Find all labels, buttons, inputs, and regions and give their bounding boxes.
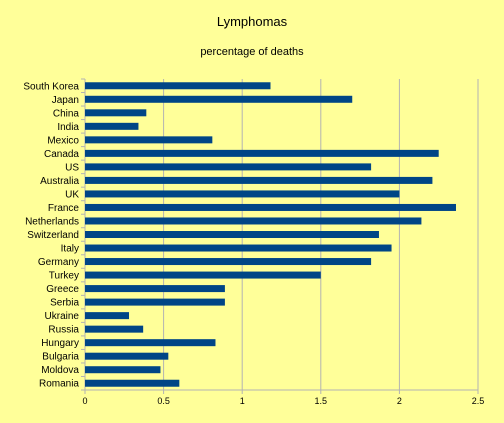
category-label: Moldova — [41, 365, 79, 376]
bar — [85, 366, 161, 374]
x-tick-label: 0.5 — [157, 396, 170, 406]
category-label: Netherlands — [25, 216, 79, 227]
category-label: China — [53, 108, 80, 119]
chart-subtitle: percentage of deaths — [200, 46, 304, 58]
bar — [85, 285, 225, 293]
category-label: Romania — [39, 379, 79, 390]
category-label: Hungary — [41, 338, 79, 349]
bar — [85, 258, 372, 266]
x-tick-label: 0 — [82, 396, 87, 406]
bar — [85, 298, 225, 306]
category-label: Japan — [52, 95, 79, 106]
category-label: France — [48, 203, 80, 214]
bar — [85, 244, 392, 252]
category-label: Turkey — [49, 271, 79, 282]
category-label: India — [57, 122, 79, 133]
bar — [85, 231, 379, 238]
bar — [85, 149, 439, 157]
bar — [85, 82, 271, 90]
category-label: Bulgaria — [42, 352, 79, 363]
bar — [85, 109, 147, 117]
category-label: Canada — [44, 149, 79, 160]
category-label: UK — [65, 189, 79, 200]
bar — [85, 190, 400, 198]
bar — [85, 312, 130, 320]
bar — [85, 122, 139, 130]
bar — [85, 95, 353, 103]
bar — [85, 217, 422, 225]
bar — [85, 339, 216, 347]
x-tick-label: 1 — [240, 396, 245, 406]
category-label: US — [65, 162, 79, 173]
category-label: Serbia — [50, 298, 79, 309]
bar — [85, 176, 433, 184]
category-label: Italy — [61, 244, 79, 255]
x-tick-label: 1.5 — [315, 396, 328, 406]
bar — [85, 163, 372, 171]
category-label: Mexico — [47, 135, 79, 146]
chart-title: Lymphomas — [216, 14, 288, 29]
bar — [85, 325, 144, 333]
bar — [85, 136, 213, 144]
bar — [85, 203, 456, 211]
x-tick-label: 2 — [397, 396, 402, 406]
category-label: Russia — [48, 325, 79, 336]
bar — [85, 352, 169, 360]
bar — [85, 379, 180, 387]
x-tick-label: 2.5 — [472, 396, 485, 406]
category-label: Ukraine — [45, 311, 80, 322]
category-label: Switzerland — [27, 230, 79, 241]
category-label: Australia — [40, 176, 79, 187]
category-label: Greece — [46, 284, 79, 295]
bar — [85, 271, 321, 279]
category-label: South Korea — [23, 81, 79, 92]
category-label: Germany — [38, 257, 79, 268]
